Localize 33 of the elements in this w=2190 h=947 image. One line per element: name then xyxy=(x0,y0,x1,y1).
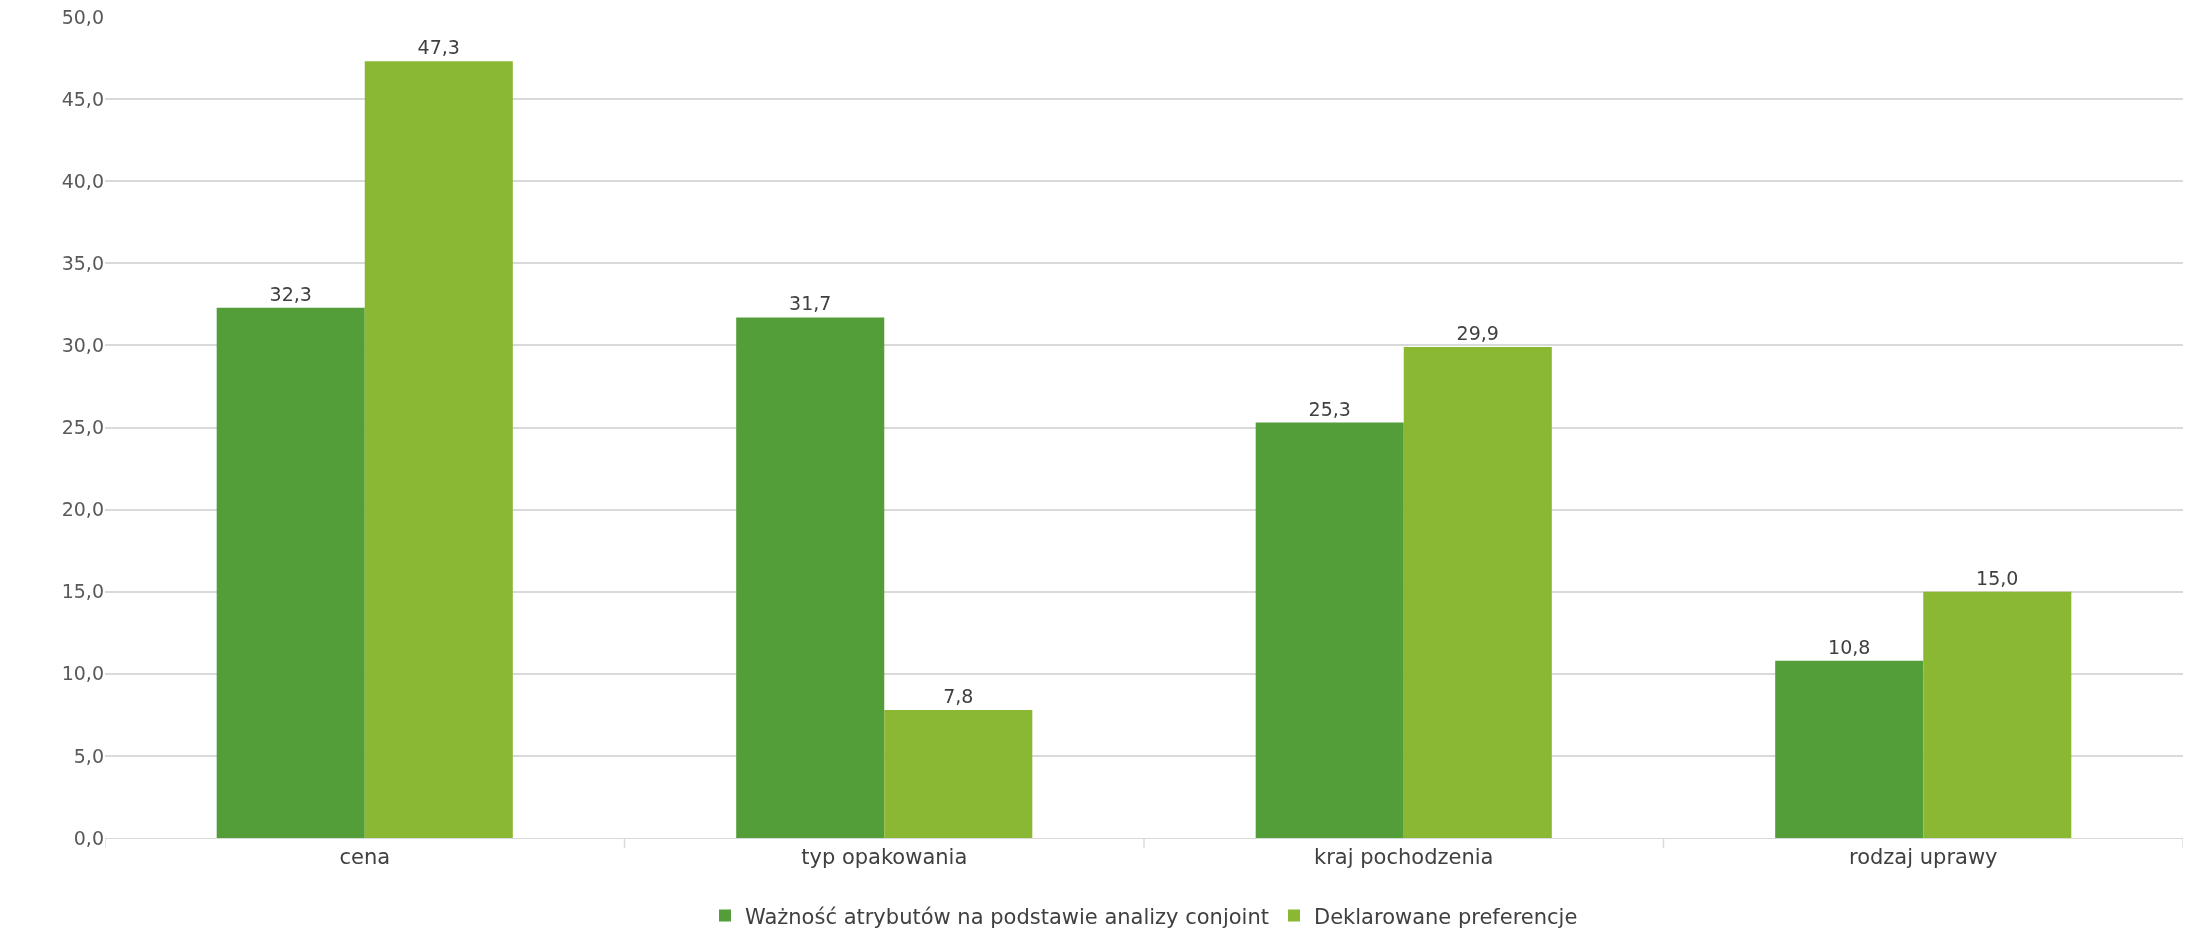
bar xyxy=(1923,591,2072,838)
data-label: 31,7 xyxy=(789,292,832,315)
data-label: 32,3 xyxy=(269,282,312,305)
y-tick-label: 5,0 xyxy=(73,744,104,767)
x-tick-label: cena xyxy=(339,845,391,870)
bar xyxy=(216,307,365,838)
data-label: 25,3 xyxy=(1308,397,1351,420)
y-tick-label: 25,0 xyxy=(61,416,104,439)
bar xyxy=(1403,347,1552,838)
data-label: 15,0 xyxy=(1976,566,2019,589)
y-tick-label: 40,0 xyxy=(61,169,104,192)
data-label: 29,9 xyxy=(1456,322,1499,345)
bar xyxy=(736,317,885,838)
legend-label: Ważność atrybutów na podstawie analizy conjoint xyxy=(745,904,1269,929)
bar xyxy=(1255,422,1404,838)
data-label: 10,8 xyxy=(1828,635,1871,658)
y-tick-label: 20,0 xyxy=(61,498,104,521)
x-tick-label: typ opakowania xyxy=(801,845,968,870)
legend-label: Deklarowane preferencje xyxy=(1314,904,1578,929)
x-tick-label: rodzaj uprawy xyxy=(1849,845,1998,870)
data-label: 7,8 xyxy=(943,684,974,707)
y-tick-label: 15,0 xyxy=(61,580,104,603)
x-tick-label: kraj pochodzenia xyxy=(1314,845,1494,870)
y-tick-label: 45,0 xyxy=(61,87,104,110)
y-tick-label: 30,0 xyxy=(61,334,104,357)
data-label: 47,3 xyxy=(417,36,460,59)
bar xyxy=(1775,660,1924,838)
y-tick-label: 35,0 xyxy=(61,251,104,274)
bar xyxy=(884,709,1033,838)
y-tick-label: 0,0 xyxy=(73,826,104,849)
y-tick-label: 10,0 xyxy=(61,662,104,685)
bar xyxy=(364,61,513,838)
y-tick-label: 50,0 xyxy=(61,5,104,28)
